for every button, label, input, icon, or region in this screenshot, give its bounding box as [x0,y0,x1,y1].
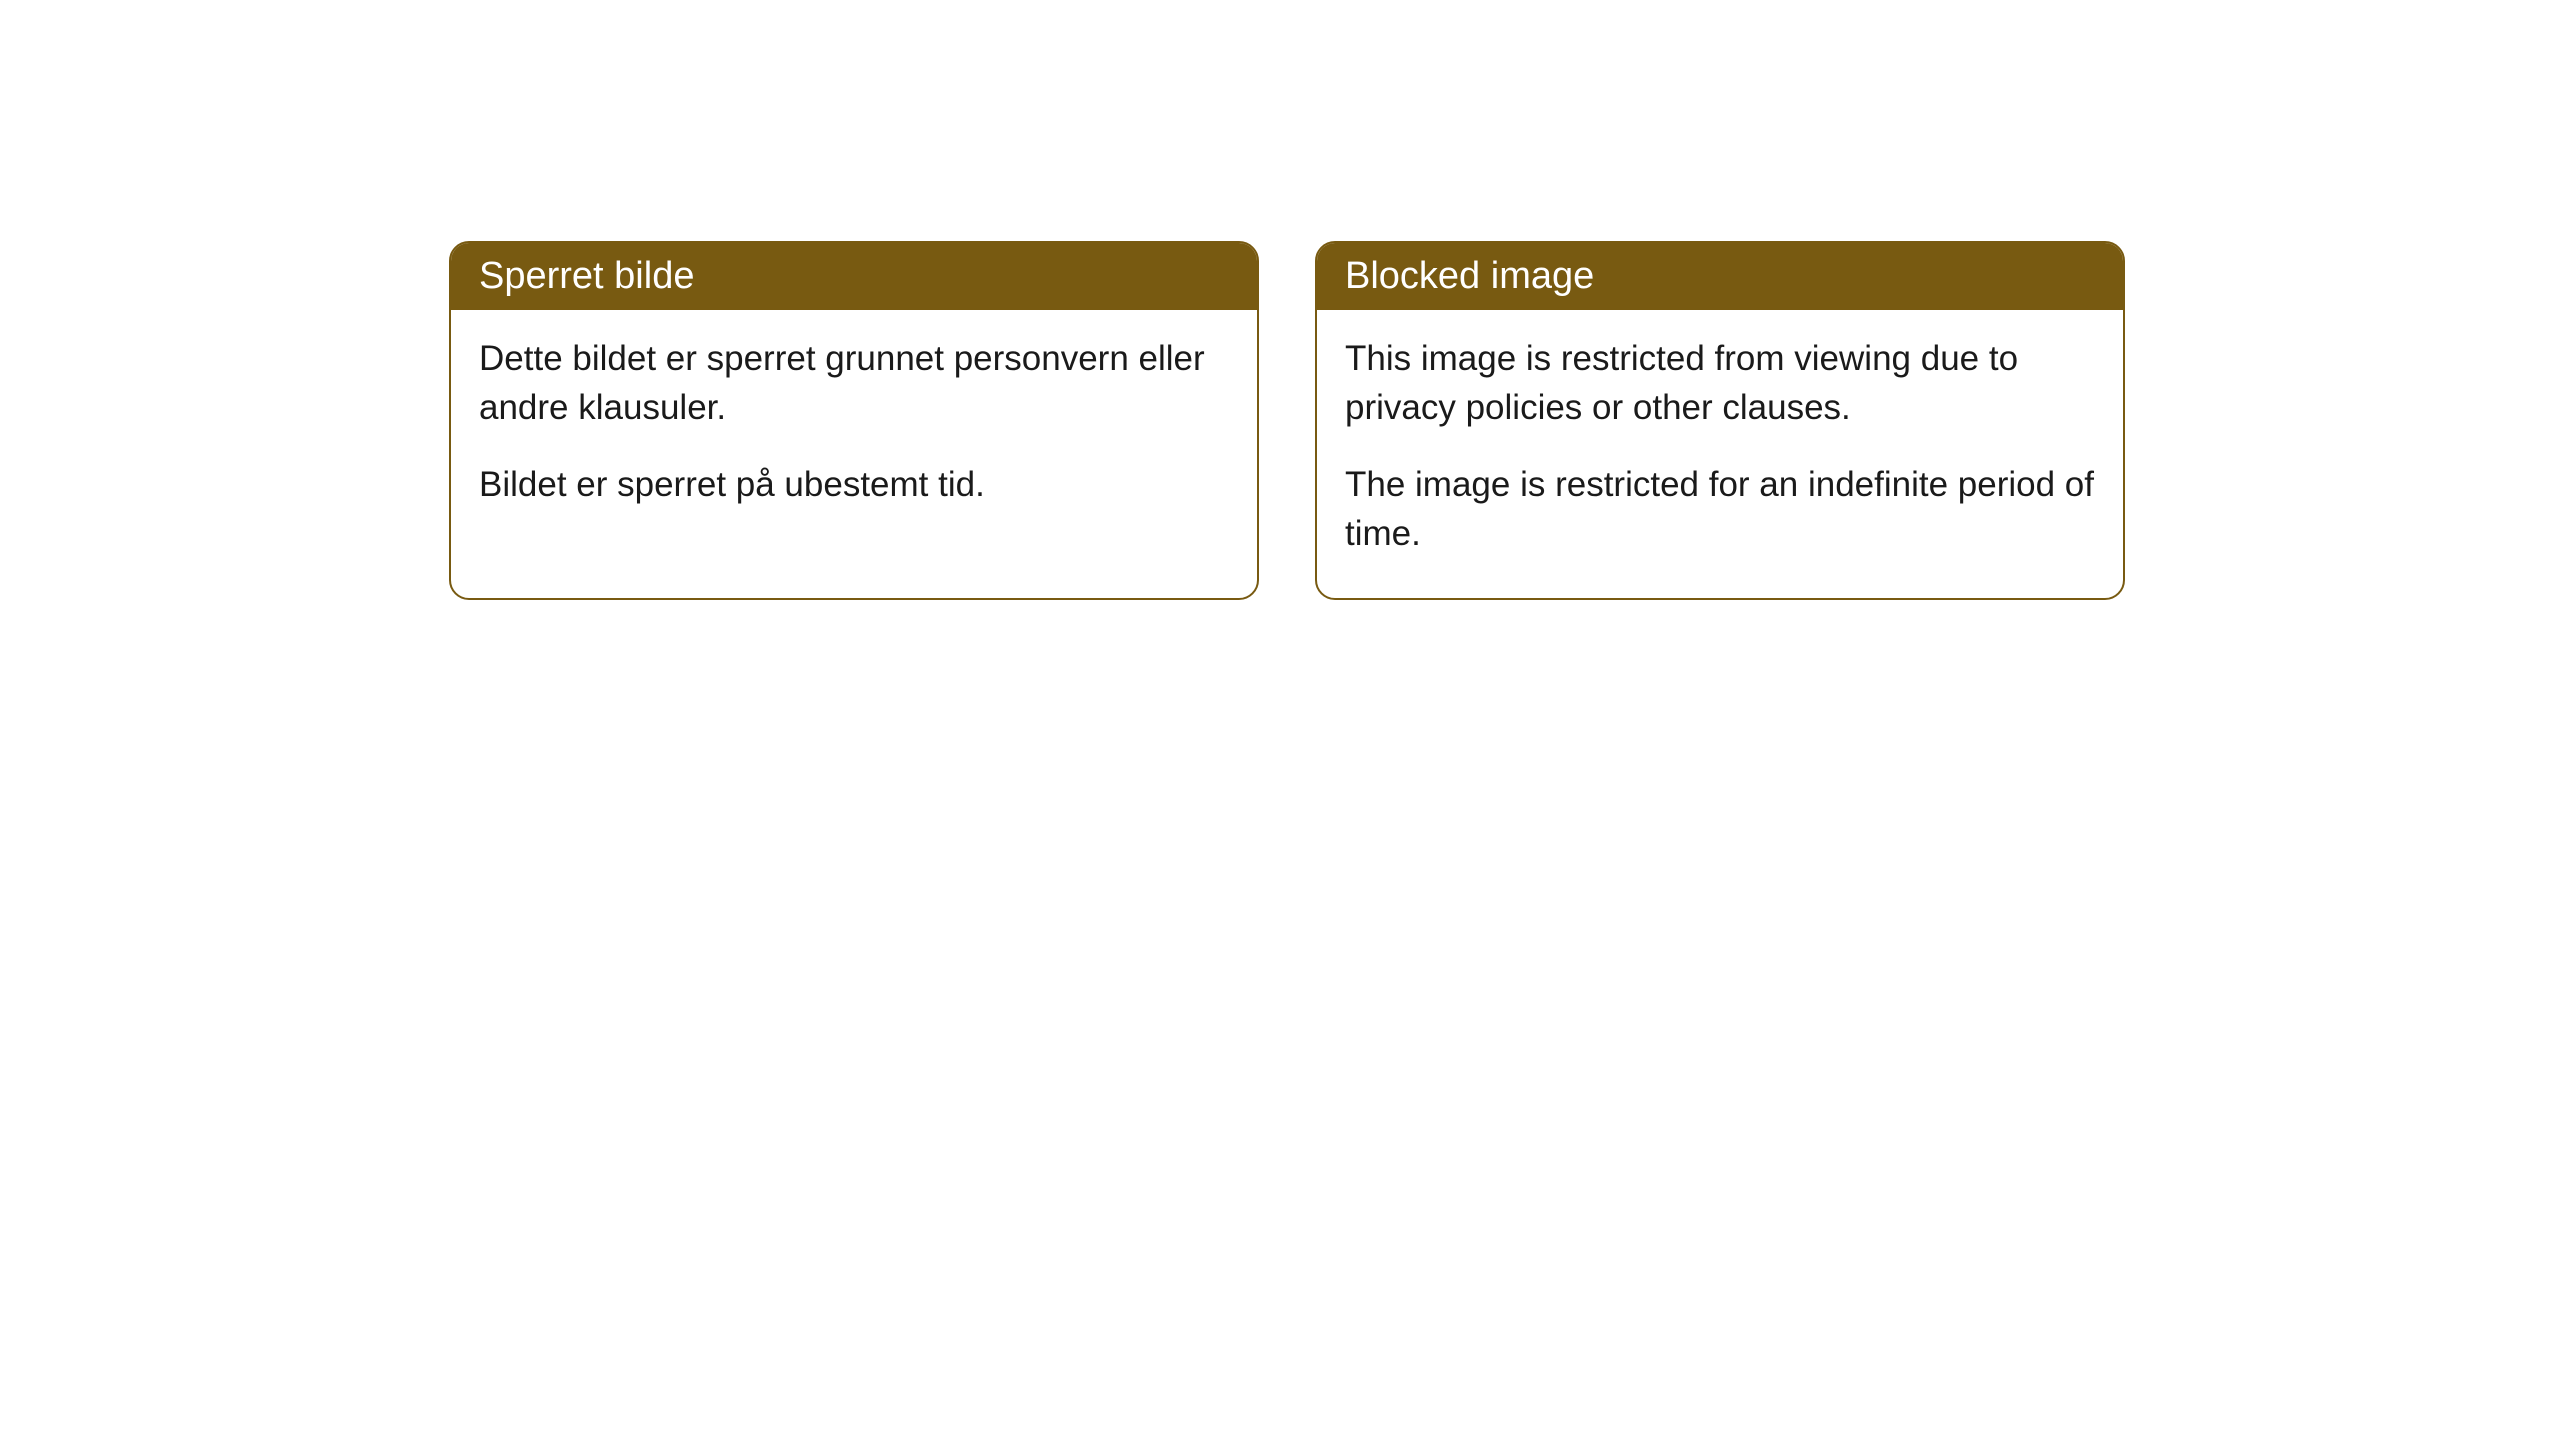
card-title: Blocked image [1345,255,1594,297]
card-paragraph: This image is restricted from viewing du… [1345,334,2095,432]
card-paragraph: Dette bildet er sperret grunnet personve… [479,334,1229,432]
notice-card-norwegian: Sperret bilde Dette bildet er sperret gr… [449,241,1259,600]
card-paragraph: The image is restricted for an indefinit… [1345,460,2095,558]
notice-cards-container: Sperret bilde Dette bildet er sperret gr… [449,241,2125,600]
card-body-norwegian: Dette bildet er sperret grunnet personve… [451,310,1257,549]
card-body-english: This image is restricted from viewing du… [1317,310,2123,598]
card-header-norwegian: Sperret bilde [451,243,1257,310]
card-paragraph: Bildet er sperret på ubestemt tid. [479,460,1229,509]
notice-card-english: Blocked image This image is restricted f… [1315,241,2125,600]
card-header-english: Blocked image [1317,243,2123,310]
card-title: Sperret bilde [479,255,694,297]
